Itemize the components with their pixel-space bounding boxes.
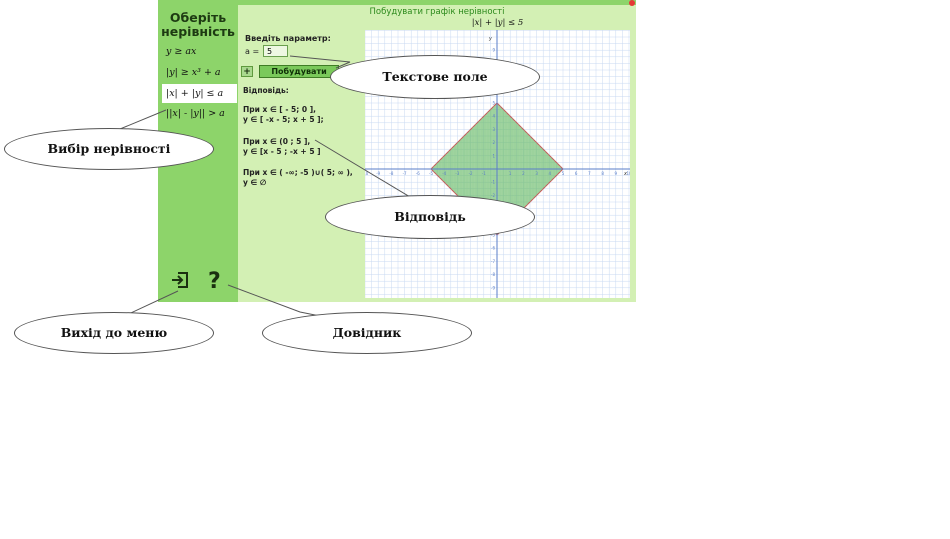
help-icon[interactable]: ?	[208, 269, 221, 294]
x-tick-label: -1	[482, 171, 486, 176]
x-tick-label: 5	[562, 171, 565, 176]
close-button[interactable]	[629, 0, 635, 6]
sidebar-title: Оберіть нерівність	[161, 10, 235, 39]
inequality-item-4[interactable]: ||x| - |y|| > a	[166, 108, 225, 119]
x-tick-label: -3	[455, 171, 459, 176]
exit-icon[interactable]	[170, 271, 190, 294]
page-title: Побудувати графік нерівності	[369, 7, 505, 17]
x-axis-label: x	[623, 171, 627, 177]
x-tick-label: -2	[469, 171, 473, 176]
x-tick-label: 10	[626, 171, 630, 176]
x-tick-label: -10	[365, 171, 369, 176]
callout-text-field: Текстове поле	[330, 55, 540, 99]
y-tick-label: 1	[492, 153, 495, 158]
callout-help: Довідник	[262, 312, 472, 354]
x-tick-label: 2	[522, 171, 525, 176]
answer-line: При x ∈ [ - 5; 0 ],	[243, 105, 316, 114]
answer-label: Відповідь:	[243, 86, 289, 95]
y-tick-label: -6	[491, 246, 495, 251]
x-tick-label: -4	[442, 171, 446, 176]
x-tick-label: 9	[615, 171, 618, 176]
inequality-item-3[interactable]: |x| + |y| ≤ a	[162, 84, 237, 103]
x-tick-label: 4	[549, 171, 552, 176]
answer-line: При x ∈ (0 ; 5 ],	[243, 137, 311, 146]
y-tick-label: 3	[492, 127, 495, 132]
graph-title: |x| + |y| ≤ 5	[471, 18, 524, 28]
y-tick-label: -7	[491, 259, 495, 264]
x-tick-label: 6	[575, 171, 578, 176]
parameter-input[interactable]	[263, 45, 288, 57]
a-label: a =	[245, 47, 260, 56]
x-tick-label: 8	[601, 171, 604, 176]
y-axis-label: y	[488, 36, 493, 42]
x-tick-label: 3	[535, 171, 538, 176]
y-tick-label: 9	[492, 48, 495, 53]
answer-line: y ∈ [x - 5 ; -x + 5 ]	[243, 147, 321, 156]
inequality-item-2[interactable]: |y| ≥ x³ + a	[166, 67, 221, 78]
plus-button[interactable]: +	[241, 66, 253, 77]
answer-line: При x ∈ ( -∞; -5 )∪( 5; ∞ ),	[243, 168, 353, 177]
inequality-item-1[interactable]: y ≥ ax	[166, 46, 197, 57]
y-tick-label: -1	[491, 180, 495, 185]
callout-answer: Відповідь	[325, 195, 535, 239]
x-tick-label: -9	[376, 171, 380, 176]
callout-exit-menu: Вихід до меню	[14, 312, 214, 354]
x-tick-label: -6	[416, 171, 420, 176]
title-bar	[238, 0, 636, 5]
y-tick-label: -2	[491, 193, 495, 198]
answer-line: y ∈ ∅	[243, 178, 267, 187]
x-tick-label: -7	[403, 171, 407, 176]
y-tick-label: -8	[491, 272, 495, 277]
parameter-label: Введіть параметр:	[245, 34, 331, 43]
x-tick-label: 7	[588, 171, 591, 176]
callout-choose-inequality: Вибір нерівності	[4, 128, 214, 170]
x-tick-label: -5	[429, 171, 433, 176]
y-tick-label: 4	[492, 114, 495, 119]
y-tick-label: -9	[491, 285, 495, 290]
y-tick-label: 2	[492, 140, 495, 145]
x-tick-label: -8	[389, 171, 393, 176]
y-tick-label: 5	[492, 101, 495, 106]
x-tick-label: 1	[509, 171, 512, 176]
build-button[interactable]: Побудувати	[259, 65, 339, 78]
y-tick-label: -5	[491, 233, 495, 238]
answer-line: y ∈ [ -x - 5; x + 5 ];	[243, 115, 324, 124]
